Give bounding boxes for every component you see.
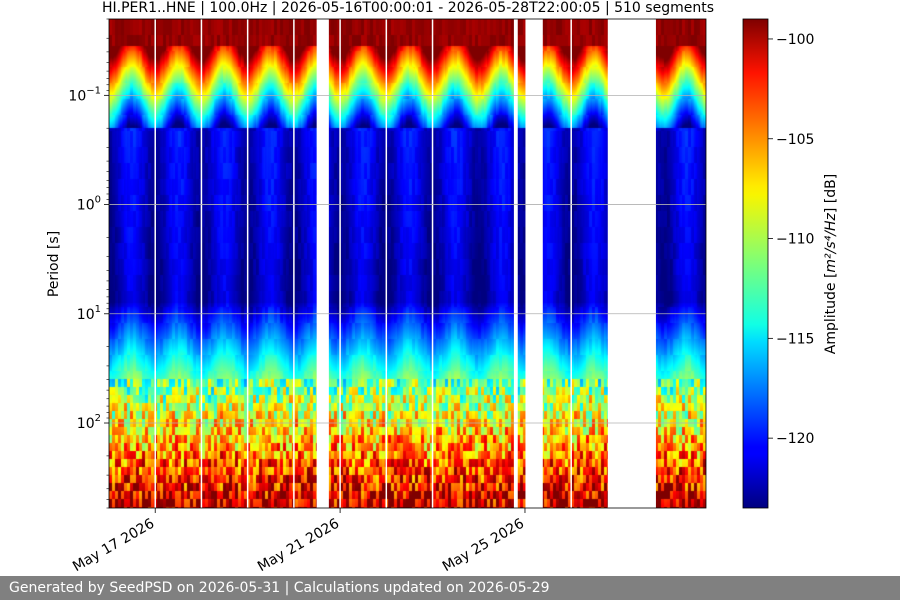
chart-title: HI.PER1..HNE | 100.0Hz | 2026-05-16T00:0…: [102, 0, 714, 16]
y-tick-label: 10−1: [68, 85, 101, 104]
y-axis-label: Period [s]: [46, 231, 62, 297]
y-tick-label: 102: [77, 413, 101, 432]
spectrogram-image: [109, 19, 706, 508]
colorbar: [742, 18, 769, 509]
x-tick-label: May 17 2026: [70, 516, 157, 576]
plot-frame: [108, 18, 707, 509]
colorbar-tick-label: −110: [776, 232, 814, 248]
colorbar-tick-label: −105: [776, 132, 814, 148]
footer-bar: Generated by SeedPSD on 2026-05-31 | Cal…: [0, 576, 900, 600]
y-tick-label: 100: [77, 195, 101, 214]
grid-lines: [109, 19, 706, 508]
colorbar-tick-label: −115: [776, 331, 814, 347]
colorbar-label: Amplitude [m²/s⁴/Hz] [dB]: [823, 174, 839, 354]
footer-text: Generated by SeedPSD on 2026-05-31 | Cal…: [9, 580, 550, 596]
data-gap: [525, 19, 543, 508]
x-tick-label: May 25 2026: [440, 516, 527, 576]
colorbar-tick-label: −120: [776, 431, 814, 447]
x-tick-label: May 21 2026: [255, 516, 342, 576]
colorbar-tick-label: −100: [776, 32, 814, 48]
x-axis: May 17 2026 May 21 2026 May 25 2026: [70, 508, 527, 575]
colorbar-axis: −100 −105 −110 −115 −120: [768, 32, 814, 447]
data-gap: [607, 19, 656, 508]
data-gap: [513, 19, 518, 508]
data-gap: [316, 19, 329, 508]
y-axis: 10−1 100 101 102: [68, 18, 109, 509]
y-tick-label: 101: [77, 304, 101, 323]
